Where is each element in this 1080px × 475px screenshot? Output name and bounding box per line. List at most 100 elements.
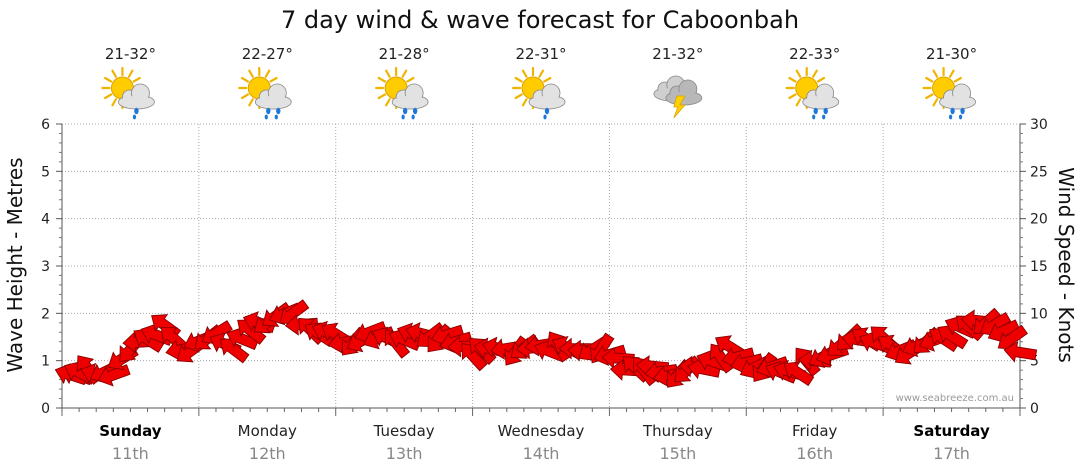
wind-arrow (937, 324, 969, 350)
wind-arrow (783, 361, 815, 387)
day-date-label: 13th (386, 444, 423, 463)
rain-drop (266, 107, 271, 115)
partly-cloudy-rain-icon (375, 66, 429, 120)
rain-drop (544, 107, 550, 115)
day-date-label: 12th (249, 444, 286, 463)
sun-ray (385, 69, 391, 78)
rain-drop (543, 114, 547, 120)
rain-drop (412, 107, 418, 115)
partly-cloudy-rain-icon (922, 66, 976, 120)
cloud-fill (940, 96, 975, 108)
daily-forecast-header: 21-32° 22-27° 21-28° 22-31° 21-32° 22-33° 21-3… (101, 45, 977, 120)
sun-ray (248, 98, 254, 107)
sun-ray (543, 76, 552, 83)
day-forecast-wednesday: 22-31° (511, 45, 567, 120)
day-date-label: 11th (112, 444, 149, 463)
sun-ray (264, 69, 271, 78)
y-right-tick-label: 20 (1030, 212, 1048, 228)
day-forecast-saturday: 21-30° (922, 45, 977, 120)
y-left-tick-label: 3 (41, 259, 50, 275)
sun-ray (269, 76, 278, 83)
cloud-fill (803, 96, 838, 108)
partly-cloudy-showers-icon (511, 66, 566, 120)
sun-ray (932, 69, 939, 78)
rain-drop (264, 114, 268, 120)
rain-drop (812, 114, 816, 120)
sun-ray (104, 93, 113, 100)
temperature-range: 21-28° (379, 45, 430, 63)
rain-drop (134, 107, 139, 115)
day-name-label: Thursday (642, 422, 713, 440)
sun-ray (788, 93, 797, 100)
y-right-tick-label: 15 (1030, 259, 1048, 275)
day-name-label: Wednesday (498, 422, 585, 440)
y-right-tick-label: 10 (1030, 306, 1048, 322)
sun-ray (816, 76, 826, 83)
sun-ray (925, 93, 934, 100)
y-left-tick-label: 4 (41, 212, 50, 228)
sun-ray (795, 69, 802, 78)
day-name-label: Friday (792, 422, 838, 440)
partly-cloudy-rain-icon (785, 66, 840, 120)
temperature-range: 21-30° (926, 45, 977, 63)
thunderstorm-icon (653, 75, 703, 119)
axes: 0 1 2 3 4 5 6 0 5 10 15 20 25 30 (41, 117, 1048, 417)
rain-drop (401, 114, 405, 120)
sun-ray (788, 76, 797, 83)
day-labels: Sunday 11th Monday 12th Tuesday 13th Wednesday… (99, 422, 990, 463)
temperature-range: 22-31° (515, 45, 566, 63)
day-name-label: Monday (238, 422, 297, 440)
credit-text: www.seabreeze.com.au (896, 393, 1014, 404)
chart-title: 7 day wind & wave forecast for Caboonbah (281, 6, 799, 34)
sun-ray (104, 76, 113, 83)
rain-drop (948, 114, 953, 120)
rain-drop (402, 107, 408, 115)
rain-drop (823, 107, 828, 115)
gridlines (62, 123, 1020, 408)
cloud-shape (802, 83, 840, 110)
sun-ray (377, 93, 386, 100)
day-name-label: Saturday (913, 422, 990, 440)
sun-ray (795, 98, 802, 107)
sun-ray (377, 76, 386, 83)
sun-ray (932, 98, 939, 107)
rain-drop (132, 114, 137, 120)
day-forecast-sunday: 21-32° (101, 45, 156, 120)
day-date-label: 17th (933, 444, 970, 463)
temperature-range: 21-32° (105, 45, 156, 63)
y-axis-left-label: Wave Height - Metres (3, 157, 27, 372)
cloud-shape (391, 83, 429, 110)
y-right-tick-label: 0 (1030, 401, 1039, 417)
y-left-tick-label: 2 (41, 306, 50, 322)
day-name-label: Tuesday (373, 422, 435, 440)
day-date-label: 14th (523, 444, 560, 463)
cloud-fill (256, 96, 291, 108)
y-right-tick-label: 5 (1030, 354, 1039, 370)
sun-ray (812, 69, 818, 78)
day-forecast-tuesday: 21-28° (375, 45, 430, 120)
wind-arrow (1003, 341, 1038, 363)
sun-ray (538, 69, 545, 78)
sun-ray (925, 76, 934, 83)
y-right-tick-label: 25 (1030, 164, 1048, 180)
y-left-tick-label: 6 (41, 117, 50, 133)
rain-drop (958, 114, 963, 120)
rain-drop (813, 107, 818, 115)
day-name-label: Sunday (99, 422, 162, 440)
cloud-shape (118, 83, 155, 110)
wind-arrows (54, 299, 1038, 388)
sun-ray (127, 69, 134, 78)
partly-cloudy-rain-icon (238, 66, 292, 120)
sun-ray (521, 98, 528, 107)
y-right-tick-label: 30 (1030, 117, 1048, 133)
sun-ray (111, 69, 118, 78)
cloud-fill (530, 96, 564, 108)
rain-drop (960, 107, 965, 115)
y-axis-right-label: Wind Speed - Knots (1054, 167, 1078, 363)
rain-drop (411, 114, 415, 120)
sun-ray (401, 69, 408, 78)
sun-ray (111, 98, 118, 107)
sun-ray (248, 69, 254, 78)
temperature-range: 22-33° (789, 45, 840, 63)
cloud-fill (119, 96, 154, 108)
